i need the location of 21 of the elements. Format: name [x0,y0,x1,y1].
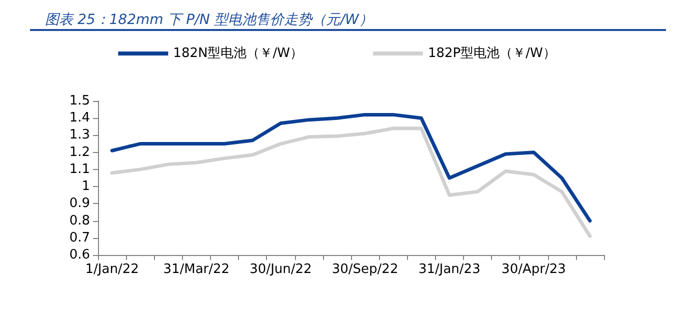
x-tick-label: 30/Apr/23 [502,262,566,277]
legend-label: 182N型电池（￥/W） [173,46,303,61]
x-tick-label: 1/Jan/22 [85,262,139,277]
chart-title: 图表 25：182mm 下 P/N 型电池售价走势（元/W） [45,12,373,28]
y-tick-label: 1 [82,179,90,194]
y-tick-label: 0.6 [69,248,90,262]
x-tick-label: 30/Jun/22 [250,262,312,277]
y-tick-label: 1.4 [69,110,90,126]
y-tick-label: 1.3 [69,128,90,143]
x-tick-label: 31/Jan/23 [418,262,480,277]
line-series [110,126,592,238]
y-tick-label: 1.1 [69,162,90,177]
legend-label: 182P型电池（￥/W） [428,46,556,61]
y-tick-label: 1.2 [69,144,90,160]
x-tick-label: 30/Sep/22 [332,262,398,277]
line-series [110,112,592,223]
y-tick-label: 0.7 [69,230,90,246]
y-tick-label: 1.5 [69,94,90,108]
y-tick-label: 0.9 [69,196,90,212]
x-tick-label: 31/Mar/22 [163,262,230,277]
y-tick-label: 0.8 [69,213,90,228]
